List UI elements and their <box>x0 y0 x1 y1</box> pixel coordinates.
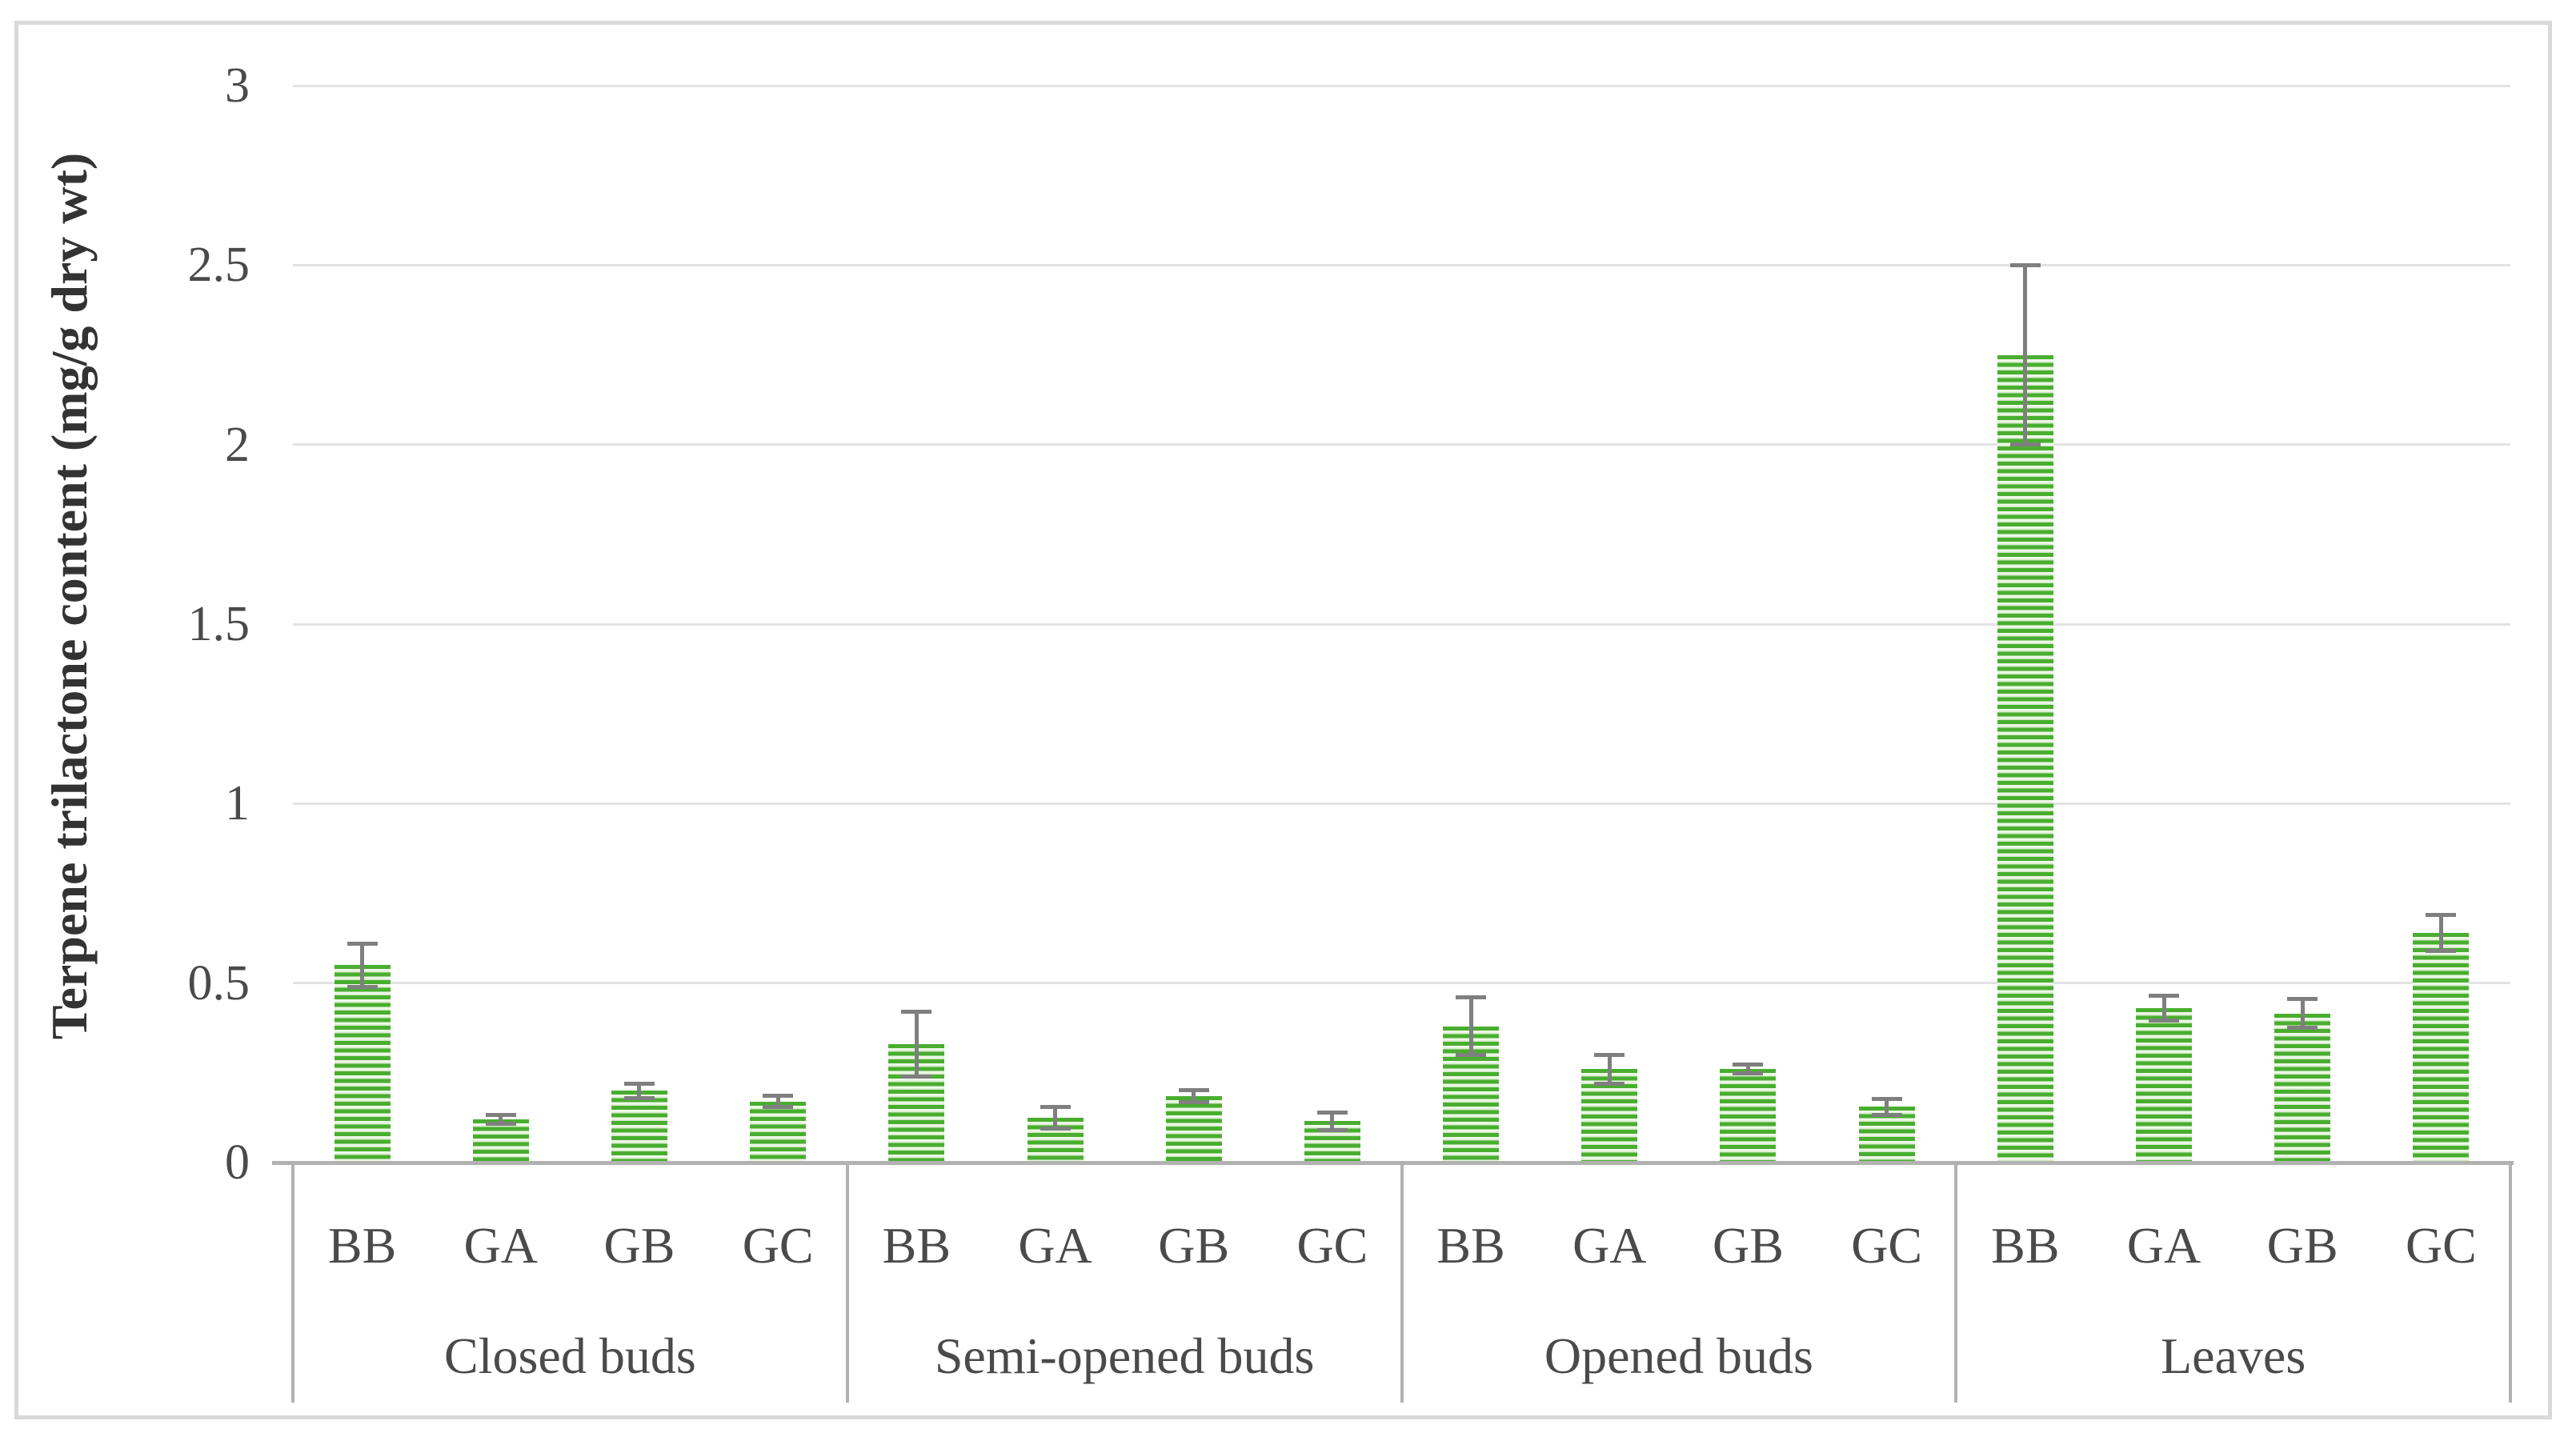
x-sublabel-bb: BB <box>882 1217 951 1274</box>
gridline-2.5 <box>293 263 2510 266</box>
y-tick-label-3: 3 <box>225 58 250 113</box>
y-tick-label-0: 0 <box>225 1135 250 1190</box>
x-axis-line <box>272 1161 2514 1165</box>
error-bar-cap-bottom <box>1178 1100 1209 1105</box>
x-sublabel-gc: GC <box>1296 1217 1368 1274</box>
category-divider-2 <box>1400 1163 1404 1403</box>
gridline-2 <box>293 443 2510 446</box>
bar-leaves-bb <box>1997 354 2053 1163</box>
error-bar-cap-top <box>1733 1063 1764 1067</box>
category-divider-0 <box>291 1163 294 1403</box>
group-label-leaves: Leaves <box>2161 1327 2306 1384</box>
error-bar-ga <box>1607 1055 1612 1084</box>
error-bar-cap-bottom <box>347 984 378 989</box>
error-bar-gb <box>1745 1064 1750 1074</box>
group-label-opened-buds: Opened buds <box>1544 1327 1813 1384</box>
gridline-0.5 <box>293 982 2510 985</box>
figure-border <box>14 21 2552 1419</box>
x-sublabel-ga: GA <box>2126 1217 2201 1274</box>
x-sublabel-gb: GB <box>2266 1217 2338 1274</box>
error-bar-cap-bottom <box>1871 1112 1902 1117</box>
x-sublabel-bb: BB <box>327 1217 397 1274</box>
error-bar-cap-bottom <box>1733 1071 1764 1076</box>
error-bar-cap-bottom <box>2426 948 2457 953</box>
bar-closed-buds-bb <box>334 965 391 1163</box>
bar-leaves-gc <box>2413 932 2470 1163</box>
bar-opened-buds-gb <box>1720 1069 1777 1163</box>
error-bar-bb <box>2023 265 2028 445</box>
error-bar-gc <box>1330 1112 1335 1131</box>
error-bar-cap-top <box>2426 912 2457 917</box>
error-bar-cap-top <box>485 1113 516 1118</box>
error-bar-cap-top <box>2009 262 2041 267</box>
error-bar-cap-top <box>1316 1110 1348 1115</box>
error-bar-gb <box>2300 999 2305 1028</box>
error-bar-cap-bottom <box>901 1074 932 1079</box>
error-bar-cap-bottom <box>1316 1128 1348 1133</box>
error-bar-cap-top <box>623 1081 655 1086</box>
error-bar-bb <box>1468 997 1473 1055</box>
bar-closed-buds-gc <box>750 1101 807 1163</box>
y-tick-label-0.5: 0.5 <box>187 955 250 1011</box>
error-bar-cap-top <box>2287 997 2318 1002</box>
x-sublabel-gc: GC <box>2405 1217 2477 1274</box>
x-sublabel-gc: GC <box>742 1217 814 1274</box>
error-bar-ga <box>1053 1107 1058 1129</box>
category-divider-4 <box>2509 1163 2512 1403</box>
bar-closed-buds-gb <box>611 1091 667 1163</box>
gridline-3 <box>293 84 2510 87</box>
x-sublabel-ga: GA <box>1018 1217 1092 1274</box>
y-tick-label-2.5: 2.5 <box>187 238 250 293</box>
x-sublabel-ga: GA <box>1572 1217 1647 1274</box>
error-bar-gb <box>637 1083 642 1099</box>
error-bar-cap-top <box>901 1010 932 1015</box>
x-sublabel-bb: BB <box>1991 1217 2060 1274</box>
error-bar-cap-top <box>1456 995 1487 1000</box>
bar-closed-buds-ga <box>472 1119 529 1163</box>
error-bar-gc <box>775 1095 780 1107</box>
error-bar-cap-top <box>1871 1097 1902 1102</box>
error-bar-cap-bottom <box>2287 1026 2318 1031</box>
error-bar-cap-top <box>2149 993 2180 998</box>
x-sublabel-gc: GC <box>1851 1217 1923 1274</box>
error-bar-bb <box>914 1011 919 1077</box>
y-tick-label-1.5: 1.5 <box>187 597 250 651</box>
x-sublabel-ga: GA <box>463 1217 538 1274</box>
error-bar-cap-bottom <box>2149 1019 2180 1023</box>
category-divider-1 <box>845 1163 849 1403</box>
x-sublabel-gb: GB <box>603 1217 675 1274</box>
error-bar-cap-top <box>1178 1087 1209 1092</box>
error-bar-gc <box>1885 1099 1889 1115</box>
error-bar-cap-bottom <box>1040 1126 1071 1131</box>
group-label-semi-opened-buds: Semi-opened buds <box>934 1327 1315 1384</box>
bar-semi-opened-buds-gb <box>1165 1095 1222 1163</box>
x-sublabel-gb: GB <box>1158 1217 1230 1274</box>
gridline-1.5 <box>293 622 2510 626</box>
error-bar-cap-bottom <box>1456 1052 1487 1057</box>
y-tick-label-1: 1 <box>225 776 250 831</box>
x-sublabel-bb: BB <box>1436 1217 1505 1274</box>
error-bar-cap-top <box>763 1094 794 1099</box>
error-bar-cap-bottom <box>623 1095 655 1100</box>
error-bar-bb <box>360 943 365 987</box>
gridline-1 <box>293 802 2510 805</box>
error-bar-cap-bottom <box>763 1104 794 1109</box>
error-bar-cap-bottom <box>2009 442 2041 447</box>
error-bar-cap-top <box>1040 1104 1071 1109</box>
bar-leaves-gb <box>2274 1013 2331 1163</box>
error-bar-ga <box>2161 995 2166 1021</box>
error-bar-cap-top <box>347 941 378 946</box>
error-bar-gb <box>1192 1090 1196 1103</box>
error-bar-gc <box>2438 915 2443 951</box>
category-divider-3 <box>1954 1163 1958 1403</box>
x-sublabel-gb: GB <box>1713 1217 1784 1274</box>
error-bar-cap-bottom <box>485 1122 516 1127</box>
error-bar-ga <box>499 1115 503 1124</box>
y-tick-label-2: 2 <box>225 417 250 472</box>
error-bar-cap-top <box>1594 1052 1625 1057</box>
bar-leaves-ga <box>2136 1008 2193 1163</box>
group-label-closed-buds: Closed buds <box>444 1327 696 1384</box>
error-bar-cap-bottom <box>1594 1081 1625 1086</box>
